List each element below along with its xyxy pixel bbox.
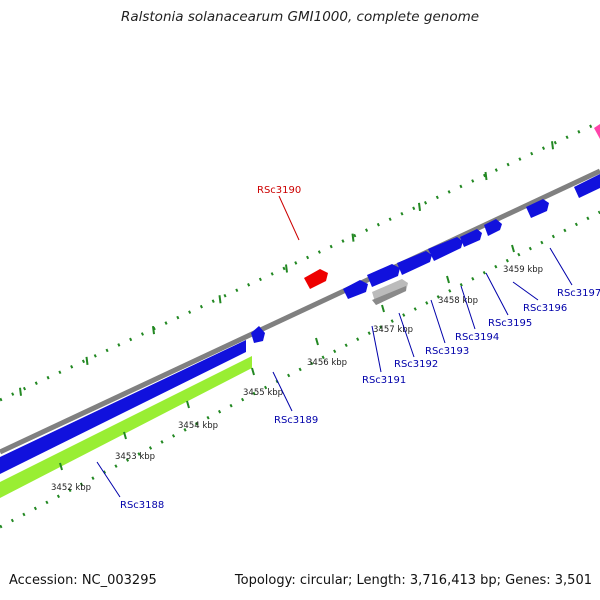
outer-scale-ring bbox=[0, 120, 600, 402]
accession-label: Accession: NC_003295 bbox=[9, 573, 157, 588]
scale-tick-label: 3453 kbp bbox=[115, 452, 155, 462]
gene-leader-line bbox=[485, 272, 509, 316]
inner-scale-ring bbox=[0, 210, 600, 529]
gene-leader-line bbox=[549, 247, 573, 286]
gene-rsc3190[interactable] bbox=[304, 269, 328, 289]
gene-leader-line bbox=[512, 281, 539, 301]
outer-tick-major bbox=[85, 356, 89, 366]
genome-summary-label: Topology: circular; Length: 3,716,413 bp… bbox=[234, 573, 592, 588]
scale-tick-label: 3455 kbp bbox=[243, 388, 283, 398]
outer-tick-major bbox=[351, 233, 355, 242]
gene-label-rsc3192[interactable]: RSc3192 bbox=[394, 359, 438, 370]
scale-tick-label: 3452 kbp bbox=[51, 483, 91, 493]
gene-next-2[interactable] bbox=[574, 174, 600, 198]
gene-label-rsc3194[interactable]: RSc3194 bbox=[455, 332, 499, 343]
gene-rsc3195[interactable] bbox=[428, 237, 463, 261]
gene-rsc3191[interactable] bbox=[343, 280, 368, 299]
outer-tick-major bbox=[551, 141, 554, 150]
gene-rsc3192-shade bbox=[372, 286, 406, 305]
gc-content-band[interactable] bbox=[0, 356, 252, 498]
gene-rsc3194[interactable] bbox=[397, 251, 432, 275]
scale-tick-label: 3457 kbp bbox=[373, 325, 413, 335]
outer-tick-major bbox=[285, 264, 288, 273]
gene-leader-line bbox=[371, 325, 382, 373]
genome-backbone bbox=[0, 168, 600, 455]
scale-tick-label: 3454 kbp bbox=[178, 421, 218, 431]
scale-tick-label: 3459 kbp bbox=[503, 265, 543, 275]
gene-rsc3193[interactable] bbox=[367, 264, 400, 287]
gene-leader-line bbox=[272, 371, 293, 412]
scale-tick-major bbox=[251, 367, 255, 376]
outer-tick-major bbox=[418, 202, 421, 211]
gene-rsc3197[interactable] bbox=[484, 219, 502, 236]
gene-leader-line bbox=[460, 285, 476, 330]
gene-label-rsc3197[interactable]: RSc3197 bbox=[557, 288, 600, 299]
outer-tick-major bbox=[152, 325, 155, 335]
gene-label-rsc3196[interactable]: RSc3196 bbox=[523, 303, 567, 314]
scale-tick-major bbox=[446, 275, 450, 284]
feature-pink[interactable] bbox=[594, 124, 600, 139]
map-title: Ralstonia solanacearum GMI1000, complete… bbox=[120, 9, 480, 25]
scale-tick-label: 3458 kbp bbox=[438, 296, 478, 306]
scale-tick-major bbox=[123, 431, 127, 440]
gene-label-rsc3193[interactable]: RSc3193 bbox=[425, 346, 469, 357]
outer-tick-major bbox=[19, 387, 22, 396]
scale-tick-major bbox=[381, 304, 385, 313]
scale-tick-major bbox=[315, 337, 319, 346]
scale-tick-major bbox=[59, 462, 63, 471]
forward-strand-band[interactable] bbox=[0, 340, 246, 474]
gene-leader-line bbox=[398, 312, 415, 358]
gene-label-rsc3188[interactable]: RSc3188 bbox=[120, 500, 164, 511]
gene-label-rsc3195[interactable]: RSc3195 bbox=[488, 318, 532, 329]
gene-label-rsc3190[interactable]: RSc3190 bbox=[257, 185, 301, 196]
gene-next-1[interactable] bbox=[526, 199, 549, 218]
gene-leader-line bbox=[430, 299, 446, 344]
scale-tick-label: 3456 kbp bbox=[307, 358, 347, 368]
gene-leader-line bbox=[278, 195, 300, 241]
outer-tick-major bbox=[218, 295, 222, 304]
gene-label-rsc3191[interactable]: RSc3191 bbox=[362, 375, 406, 386]
gene-rsc3189[interactable] bbox=[251, 326, 265, 343]
outer-tick-major bbox=[484, 171, 488, 181]
scale-tick-major bbox=[511, 244, 515, 253]
gene-leader-line bbox=[96, 461, 121, 498]
scale-tick-major bbox=[186, 400, 190, 409]
gene-label-rsc3189[interactable]: RSc3189 bbox=[274, 415, 318, 426]
gene-rsc3196[interactable] bbox=[460, 229, 482, 247]
